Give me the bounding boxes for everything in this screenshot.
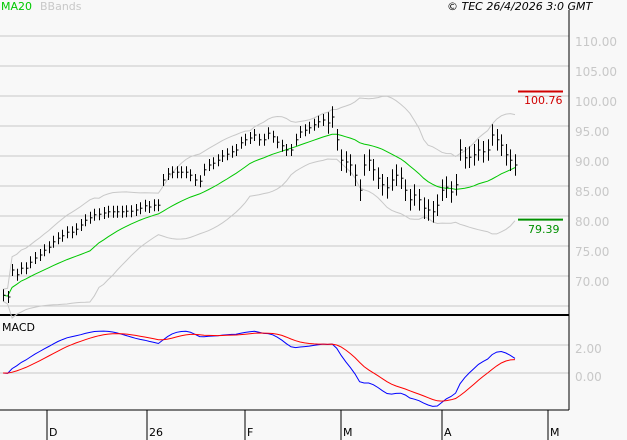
macd-tick-label: 0.00 — [575, 370, 602, 384]
y-tick-label: 95.00 — [575, 125, 610, 139]
legend-bbands: BBands — [40, 0, 82, 13]
macd-label: MACD — [2, 321, 35, 334]
macd-tick-label: 2.00 — [575, 342, 602, 356]
y-tick-label: 110.00 — [575, 35, 617, 49]
x-tick-label: A — [444, 426, 452, 439]
bband-lower — [2, 158, 516, 319]
x-tick-label: 26 — [149, 426, 163, 439]
x-tick-label: M — [343, 426, 353, 439]
y-tick-label: 90.00 — [575, 155, 610, 169]
resistance-label: 100.76 — [524, 94, 563, 107]
support-label: 79.39 — [528, 223, 560, 236]
macd-signal-line — [2, 332, 516, 402]
y-tick-label: 70.00 — [575, 275, 610, 289]
macd-line — [2, 330, 516, 407]
legend-ma20: MA20 — [1, 0, 33, 13]
y-tick-label: 85.00 — [575, 185, 610, 199]
y-tick-label: 100.00 — [575, 95, 617, 109]
y-tick-label: 105.00 — [575, 65, 617, 79]
bband-upper — [2, 95, 516, 290]
y-tick-label: 80.00 — [575, 215, 610, 229]
x-tick-label: F — [247, 426, 254, 439]
x-tick-label: D — [49, 426, 58, 439]
x-tick-label: M — [550, 426, 560, 439]
ma20-line — [2, 133, 516, 297]
copyright: © TEC 26/4/2026 3:0 GMT — [447, 0, 593, 13]
y-tick-label: 75.00 — [575, 245, 610, 259]
